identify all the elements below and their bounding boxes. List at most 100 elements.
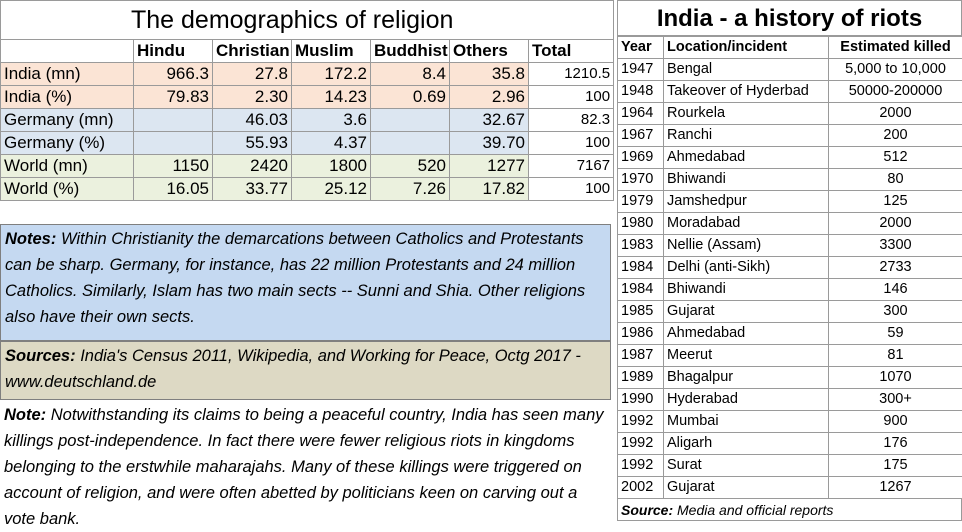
year-cell: 1948	[618, 81, 664, 103]
riots-header-row: Year Location/incident Estimated killed	[618, 37, 962, 59]
location-cell: Jamshedpur	[664, 191, 829, 213]
row-label: World (%)	[1, 178, 134, 201]
riots-source: Source: Media and official reports	[617, 499, 962, 521]
row-label: Germany (%)	[1, 132, 134, 155]
year-cell: 1967	[618, 125, 664, 147]
cell: 39.70	[450, 132, 529, 155]
cell: 1210.5	[529, 63, 614, 86]
table-row: World (%) 16.05 33.77 25.12 7.26 17.82 1…	[1, 178, 614, 201]
sources-text: India's Census 2011, Wikipedia, and Work…	[5, 347, 581, 391]
location-cell: Ranchi	[664, 125, 829, 147]
cell: 3.6	[292, 109, 371, 132]
location-cell: Surat	[664, 455, 829, 477]
killed-cell: 125	[829, 191, 962, 213]
year-cell: 1964	[618, 103, 664, 125]
cell: 520	[371, 155, 450, 178]
year-cell: 1980	[618, 213, 664, 235]
row-label: India (%)	[1, 86, 134, 109]
location-cell: Nellie (Assam)	[664, 235, 829, 257]
cell: 100	[529, 86, 614, 109]
note-box: Note: Notwithstanding its claims to bein…	[0, 400, 611, 530]
sources-label: Sources:	[5, 347, 76, 365]
row-label: World (mn)	[1, 155, 134, 178]
killed-cell: 59	[829, 323, 962, 345]
cell: 172.2	[292, 63, 371, 86]
year-cell: 1947	[618, 59, 664, 81]
demographics-title: The demographics of religion	[1, 1, 614, 40]
killed-cell: 2000	[829, 103, 962, 125]
location-cell: Bhiwandi	[664, 169, 829, 191]
cell: 27.8	[213, 63, 292, 86]
cell: 7167	[529, 155, 614, 178]
location-cell: Moradabad	[664, 213, 829, 235]
location-cell: Gujarat	[664, 477, 829, 499]
cell: 16.05	[134, 178, 213, 201]
table-row: Germany (%) 55.93 4.37 39.70 100	[1, 132, 614, 155]
killed-cell: 2733	[829, 257, 962, 279]
killed-cell: 200	[829, 125, 962, 147]
killed-cell: 81	[829, 345, 962, 367]
year-cell: 1992	[618, 433, 664, 455]
table-row: India (mn) 966.3 27.8 172.2 8.4 35.8 121…	[1, 63, 614, 86]
riots-table: Year Location/incident Estimated killed …	[617, 36, 962, 499]
table-row: India (%) 79.83 2.30 14.23 0.69 2.96 100	[1, 86, 614, 109]
cell	[371, 109, 450, 132]
cell: 0.69	[371, 86, 450, 109]
header-cell: Year	[618, 37, 664, 59]
cell: 966.3	[134, 63, 213, 86]
riots-source-label: Source:	[621, 502, 673, 518]
row-label: India (mn)	[1, 63, 134, 86]
riots-panel: India - a history of riots Year Location…	[617, 0, 962, 530]
killed-cell: 5,000 to 10,000	[829, 59, 962, 81]
location-cell: Delhi (anti-Sikh)	[664, 257, 829, 279]
killed-cell: 1267	[829, 477, 962, 499]
year-cell: 1984	[618, 257, 664, 279]
row-label: Germany (mn)	[1, 109, 134, 132]
killed-cell: 300+	[829, 389, 962, 411]
cell: 33.77	[213, 178, 292, 201]
cell: 1150	[134, 155, 213, 178]
location-cell: Bengal	[664, 59, 829, 81]
cell: 2420	[213, 155, 292, 178]
cell: 100	[529, 178, 614, 201]
year-cell: 1987	[618, 345, 664, 367]
header-cell: Estimated killed	[829, 37, 962, 59]
cell: 8.4	[371, 63, 450, 86]
cell: 1800	[292, 155, 371, 178]
year-cell: 1992	[618, 411, 664, 433]
cell: 35.8	[450, 63, 529, 86]
year-cell: 1986	[618, 323, 664, 345]
header-cell: Location/incident	[664, 37, 829, 59]
year-cell: 1979	[618, 191, 664, 213]
cell: 100	[529, 132, 614, 155]
year-cell: 2002	[618, 477, 664, 499]
cell	[134, 109, 213, 132]
header-cell: Total	[529, 40, 614, 63]
killed-cell: 176	[829, 433, 962, 455]
location-cell: Ahmedabad	[664, 323, 829, 345]
header-cell: Hindu	[134, 40, 213, 63]
location-cell: Bhagalpur	[664, 367, 829, 389]
note-label: Note:	[4, 406, 46, 424]
riots-source-text: Media and official reports	[677, 502, 833, 518]
cell: 2.30	[213, 86, 292, 109]
header-cell: Others	[450, 40, 529, 63]
cell: 17.82	[450, 178, 529, 201]
killed-cell: 900	[829, 411, 962, 433]
killed-cell: 80	[829, 169, 962, 191]
cell	[134, 132, 213, 155]
